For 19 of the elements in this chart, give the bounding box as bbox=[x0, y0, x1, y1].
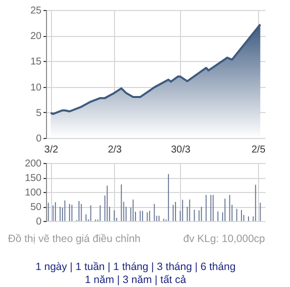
y-tick-label: 150 bbox=[24, 173, 42, 184]
x-tick-label: 3/2 bbox=[44, 144, 59, 156]
text: đv KLg: 10,000cp bbox=[183, 233, 266, 245]
y-tick-label: 200 bbox=[24, 158, 42, 170]
y-tick-label: 5 bbox=[36, 108, 42, 119]
x-tick-label: 30/3 bbox=[170, 144, 191, 156]
y-tick-label: 10 bbox=[30, 82, 42, 94]
y-tick-label: 15 bbox=[30, 56, 42, 68]
y-tick-label: 0 bbox=[36, 134, 42, 144]
text: Đồ thị vẽ theo giá điều chỉnh bbox=[8, 233, 141, 245]
y-tick-label: 0 bbox=[36, 216, 42, 228]
text: 1 năm | 3 năm | tất cả bbox=[84, 274, 186, 286]
x-tick-label: 2/3 bbox=[108, 144, 122, 156]
x-tick-label: 2/5 bbox=[251, 144, 266, 156]
y-tick-label: 50 bbox=[30, 202, 42, 213]
text: 1 ngày | 1 tuần | 1 tháng | 3 tháng | 6 tháng bbox=[35, 261, 236, 273]
y-tick-label: 100 bbox=[24, 188, 42, 198]
y-tick-label: 25 bbox=[30, 6, 42, 16]
y-tick-label: 20 bbox=[30, 31, 42, 42]
